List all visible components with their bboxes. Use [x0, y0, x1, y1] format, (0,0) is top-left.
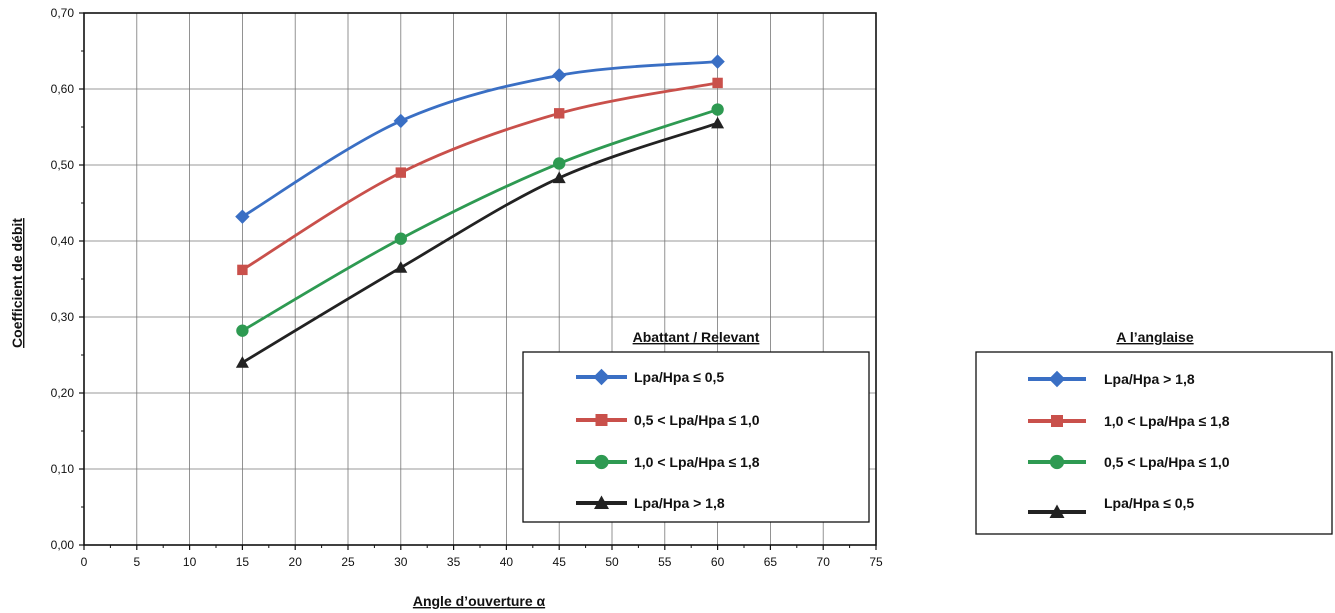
- legend-title: Abattant / Relevant: [633, 329, 760, 345]
- data-point-circle: [236, 325, 248, 337]
- data-point-triangle: [236, 356, 249, 368]
- y-tick-label: 0,40: [51, 234, 75, 248]
- y-tick-label: 0,70: [51, 6, 75, 20]
- legend-entry-label: Lpa/Hpa ≤ 0,5: [634, 369, 724, 385]
- data-point-diamond: [394, 114, 407, 127]
- x-tick-label: 5: [133, 555, 140, 569]
- y-tick-label: 0,50: [51, 158, 75, 172]
- legend-entry-label: 1,0 < Lpa/Hpa ≤ 1,8: [1104, 413, 1230, 429]
- x-tick-label: 20: [289, 555, 303, 569]
- series-line: [242, 83, 717, 270]
- data-point-circle: [594, 455, 608, 469]
- y-tick-label: 0,20: [51, 386, 75, 400]
- chart-series: [236, 55, 724, 368]
- legend-entry-label: 1,0 < Lpa/Hpa ≤ 1,8: [634, 454, 760, 470]
- legend-entry-label: Lpa/Hpa ≤ 0,5: [1104, 495, 1194, 511]
- data-point-square: [596, 414, 608, 426]
- data-point-diamond: [553, 69, 566, 82]
- legend-entry-label: 0,5 < Lpa/Hpa ≤ 1,0: [1104, 454, 1230, 470]
- legend-entry-label: 0,5 < Lpa/Hpa ≤ 1,0: [634, 412, 760, 428]
- data-point-square: [1051, 415, 1063, 427]
- x-axis-title: Angle d’ouverture α: [413, 593, 546, 609]
- data-point-diamond: [711, 55, 724, 68]
- legend-a-l-anglaise: A l’anglaise Lpa/Hpa > 1,8 1,0 < Lpa/Hpa…: [976, 329, 1332, 534]
- x-tick-label: 40: [500, 555, 514, 569]
- series-square: [237, 78, 723, 275]
- data-point-square: [554, 108, 564, 118]
- x-tick-label: 65: [764, 555, 778, 569]
- y-axis-title: Coefficient de débit: [9, 218, 25, 348]
- series-line: [242, 123, 717, 362]
- x-tick-label: 30: [394, 555, 408, 569]
- legend-abattant-relevant: Abattant / Relevant Lpa/Hpa ≤ 0,5 0,5 < …: [523, 329, 869, 522]
- x-tick-label: 45: [553, 555, 567, 569]
- y-tick-label: 0,60: [51, 82, 75, 96]
- y-tick-label: 0,30: [51, 310, 75, 324]
- data-point-square: [712, 78, 722, 88]
- x-tick-label: 10: [183, 555, 197, 569]
- data-point-square: [237, 265, 247, 275]
- data-point-triangle: [394, 261, 407, 273]
- y-tick-label: 0,10: [51, 462, 75, 476]
- x-tick-label: 0: [81, 555, 88, 569]
- legend-entry-label: Lpa/Hpa > 1,8: [634, 495, 725, 511]
- data-point-circle: [553, 157, 565, 169]
- x-tick-label: 55: [658, 555, 672, 569]
- y-tick-label: 0,00: [51, 538, 75, 552]
- data-point-triangle: [711, 117, 724, 129]
- data-point-square: [396, 167, 406, 177]
- x-tick-label: 35: [447, 555, 461, 569]
- data-point-circle: [711, 103, 723, 115]
- data-point-circle: [1050, 455, 1064, 469]
- data-point-diamond: [236, 210, 249, 223]
- x-tick-label: 25: [341, 555, 355, 569]
- x-tick-label: 60: [711, 555, 725, 569]
- data-point-circle: [395, 233, 407, 245]
- x-tick-label: 50: [605, 555, 619, 569]
- x-tick-label: 75: [869, 555, 883, 569]
- x-tick-label: 15: [236, 555, 250, 569]
- x-tick-label: 70: [817, 555, 831, 569]
- legend-entry-label: Lpa/Hpa > 1,8: [1104, 371, 1195, 387]
- legend-title: A l’anglaise: [1116, 329, 1194, 345]
